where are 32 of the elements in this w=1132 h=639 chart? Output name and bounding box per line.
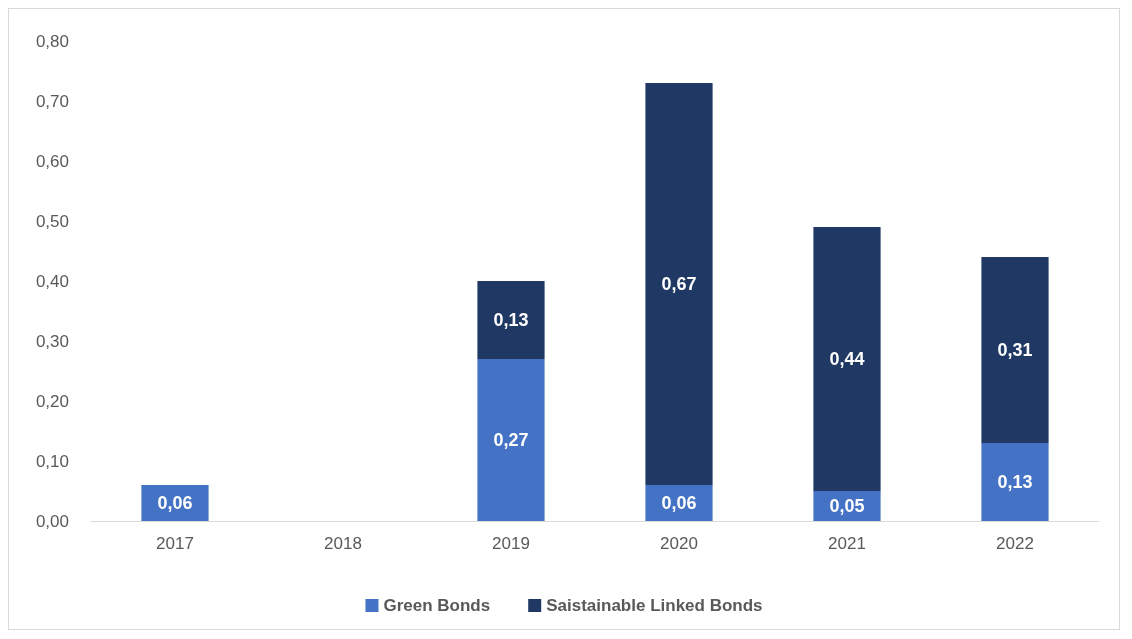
- y-tick-label: 0,10: [35, 451, 69, 471]
- bar: [813, 227, 881, 491]
- y-tick-label: 0,30: [35, 331, 69, 351]
- data-label: 0,67: [661, 274, 697, 294]
- bar: [981, 257, 1049, 443]
- data-label: 0,06: [157, 493, 193, 513]
- data-label: 0,13: [997, 472, 1033, 492]
- bar: [981, 443, 1049, 521]
- data-label: 0,13: [493, 310, 529, 330]
- y-tick-label: 0,50: [35, 211, 69, 231]
- x-tick-label: 2019: [492, 534, 530, 553]
- x-tick-label: 2020: [660, 534, 698, 553]
- y-tick-label: 0,00: [35, 511, 69, 531]
- bar: [477, 359, 545, 521]
- data-label: 0,31: [997, 340, 1033, 360]
- bar: [645, 83, 713, 485]
- data-label: 0,44: [829, 349, 865, 369]
- data-label: 0,06: [661, 493, 697, 513]
- x-tick-label: 2017: [156, 534, 194, 553]
- legend-label: Saistainable Linked Bonds: [546, 596, 763, 615]
- x-tick-label: 2018: [324, 534, 362, 553]
- y-tick-label: 0,20: [35, 391, 69, 411]
- y-tick-label: 0,40: [35, 271, 69, 291]
- data-label: 0,05: [829, 496, 865, 516]
- bar: [477, 281, 545, 359]
- data-label: 0,27: [493, 430, 529, 450]
- y-tick-label: 0,80: [35, 31, 69, 51]
- y-tick-label: 0,60: [35, 151, 69, 171]
- y-tick-label: 0,70: [35, 91, 69, 111]
- legend-label: Green Bonds: [383, 596, 491, 615]
- x-tick-label: 2022: [996, 534, 1034, 553]
- x-tick-label: 2021: [828, 534, 866, 553]
